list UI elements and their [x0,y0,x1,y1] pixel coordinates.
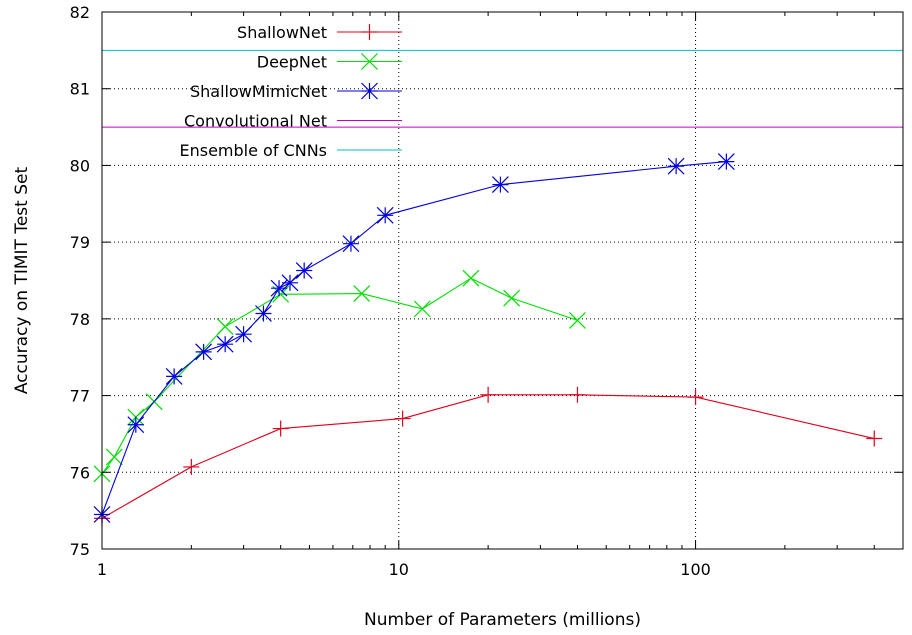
data-point-shallownet [272,420,289,437]
data-point-deepnet [272,285,290,303]
data-point-shallownet [183,458,200,475]
data-point-shallowmimicnet [165,367,183,385]
legend-item: Convolutional Net [184,112,402,131]
y-tick-label: 80 [70,156,90,175]
legend-label: Convolutional Net [184,112,327,131]
series-shallowmimicnet [93,153,735,523]
plot-frame [101,11,904,550]
legend-label: ShallowNet [237,23,327,42]
x-tick-label: 1 [97,560,107,579]
legend-item: DeepNet [257,53,402,72]
data-point-deepnet [569,311,586,329]
data-point-shallownet [687,389,704,406]
y-tick-label: 78 [70,310,90,329]
data-point-shallowmimicnet [342,235,360,253]
data-point-shallowmimicnet [216,335,234,353]
data-point-shallowmimicnet [195,343,213,361]
data-point-shallownet [480,386,497,403]
data-point-shallowmimicnet [127,416,145,434]
data-point-deepnet [413,300,431,318]
y-tick-label: 79 [70,233,90,252]
y-tick-label: 76 [70,463,90,482]
data-point-deepnet [353,285,371,302]
series [93,153,883,527]
data-point-shallowmimicnet [491,176,509,194]
y-tick-label: 77 [70,387,90,406]
legend: ShallowNet DeepNet ShallowMimicNet Convolut… [180,23,402,160]
axis-ticks: 75 76 77 78 79 80 81 82 1 10 100 [70,3,903,579]
y-tick-label: 75 [70,540,90,559]
data-point-deepnet [216,318,234,335]
legend-marker [361,82,378,100]
legend-item: Ensemble of CNNs [180,141,402,160]
x-tick-label: 100 [680,560,711,579]
data-point-shallownet [569,386,586,403]
constant-lines [102,49,903,128]
legend-item: ShallowNet [237,23,402,42]
legend-marker [361,53,378,70]
y-tick-label: 82 [70,3,90,22]
legend-marker [361,24,378,40]
data-point-deepnet [503,289,521,307]
legend-item: ShallowMimicNet [190,82,402,101]
data-point-shallownet [394,410,411,427]
y-axis-label: Accuracy on TIMIT Test Set [12,167,32,395]
series-line-shallownet [101,394,875,519]
data-point-shallowmimicnet [717,153,735,171]
grid [102,12,903,549]
legend-label: ShallowMimicNet [190,82,327,101]
data-point-shallownet [866,430,883,447]
data-point-shallowmimicnet [235,325,253,343]
data-point-deepnet [462,269,480,287]
y-tick-label: 81 [70,80,90,99]
data-point-shallowmimicnet [376,206,394,224]
data-point-shallowmimicnet [295,262,313,279]
data-point-deepnet [105,448,123,466]
data-point-shallowmimicnet [255,305,272,322]
legend-label: DeepNet [257,53,327,72]
series-deepnet [93,269,586,483]
x-tick-label: 10 [389,560,409,579]
x-axis-label: Number of Parameters (millions) [364,610,641,630]
data-point-shallowmimicnet [281,274,299,292]
series-shallownet [94,386,883,527]
series-line-shallowmimicnet [101,161,727,515]
legend-label: Ensemble of CNNs [180,141,328,160]
data-point-shallowmimicnet [667,157,685,175]
